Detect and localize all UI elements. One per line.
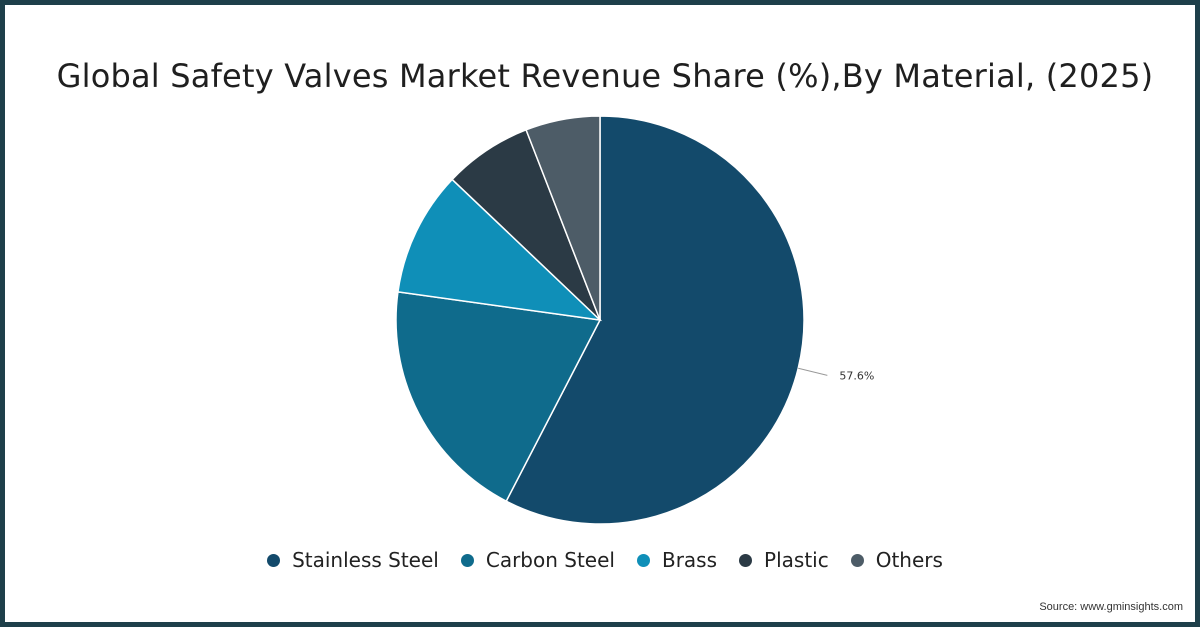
pie-slice-others xyxy=(525,115,601,321)
data-label-leader-stainless-steel xyxy=(798,367,828,376)
legend-item-stainless-steel: Stainless Steel xyxy=(267,548,439,572)
legend-label: Others xyxy=(875,548,943,572)
legend-marker-brass xyxy=(636,553,650,567)
legend-marker-plastic xyxy=(739,553,753,567)
pie-slice-brass xyxy=(397,178,603,322)
pie-chart: 57.6% xyxy=(395,115,874,525)
legend-label: Plastic xyxy=(764,548,829,572)
legend-label: Carbon Steel xyxy=(485,548,615,572)
pie-slice-stainless-steel xyxy=(505,115,805,525)
legend-item-carbon-steel: Carbon Steel xyxy=(460,548,615,572)
pie-slice-carbon-steel xyxy=(395,291,602,503)
chart-title: Global Safety Valves Market Revenue Shar… xyxy=(56,57,1154,95)
legend-label: Brass xyxy=(661,548,718,572)
chart-legend: Stainless Steel Carbon Steel Brass Plastic O… xyxy=(5,548,1200,572)
data-label-stainless-steel: 57.6% xyxy=(839,369,874,382)
legend-item-plastic: Plastic xyxy=(739,548,829,572)
legend-marker-carbon-steel xyxy=(460,553,474,567)
legend-item-others: Others xyxy=(850,548,943,572)
legend-marker-stainless-steel xyxy=(267,553,281,567)
legend-label: Stainless Steel xyxy=(292,548,439,572)
legend-marker-others xyxy=(850,553,864,567)
source-note: Source: www.gminsights.com xyxy=(1039,601,1183,613)
legend-item-brass: Brass xyxy=(636,548,718,572)
